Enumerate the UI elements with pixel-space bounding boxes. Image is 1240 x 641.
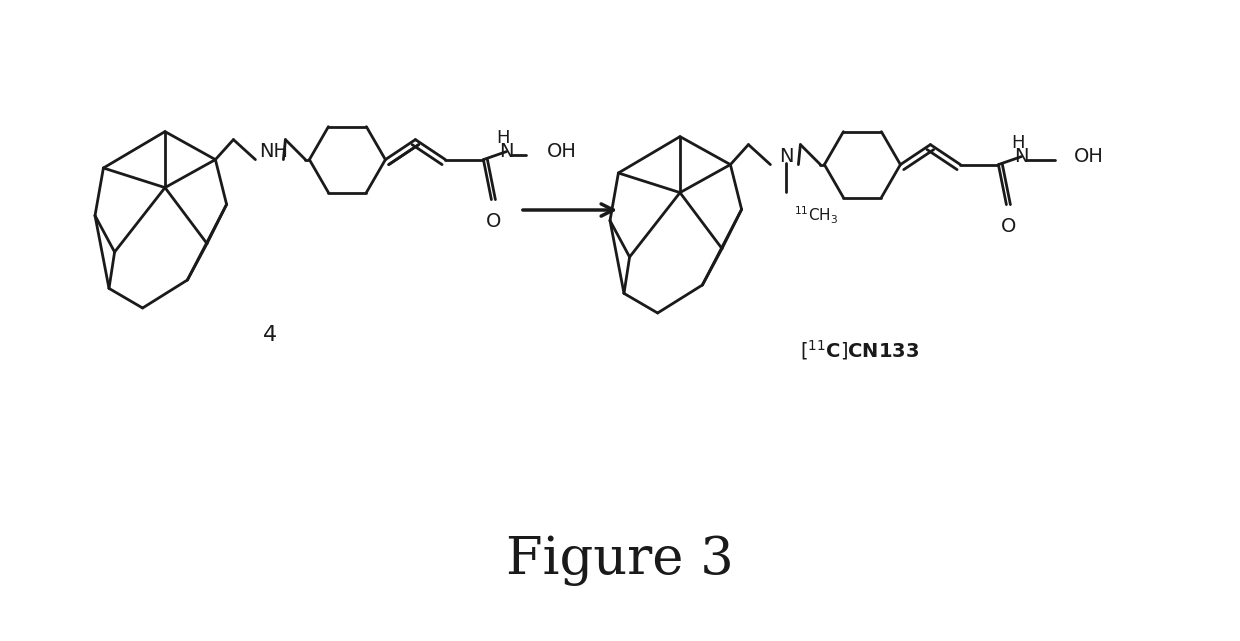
Text: NH: NH	[259, 142, 288, 161]
Text: N: N	[779, 147, 794, 166]
Text: O: O	[1001, 217, 1016, 236]
Text: H: H	[1012, 133, 1025, 152]
Text: O: O	[486, 212, 501, 231]
Text: OH: OH	[1074, 147, 1104, 166]
Text: OH: OH	[547, 142, 577, 161]
Text: N: N	[500, 142, 513, 161]
Text: H: H	[497, 129, 510, 147]
Text: N: N	[1014, 147, 1029, 166]
Text: $[^{11}$C$]$CN133: $[^{11}$C$]$CN133	[800, 338, 920, 362]
Text: 4: 4	[263, 325, 277, 345]
Text: Figure 3: Figure 3	[506, 535, 734, 585]
Text: $^{11}$CH$_3$: $^{11}$CH$_3$	[795, 204, 838, 226]
